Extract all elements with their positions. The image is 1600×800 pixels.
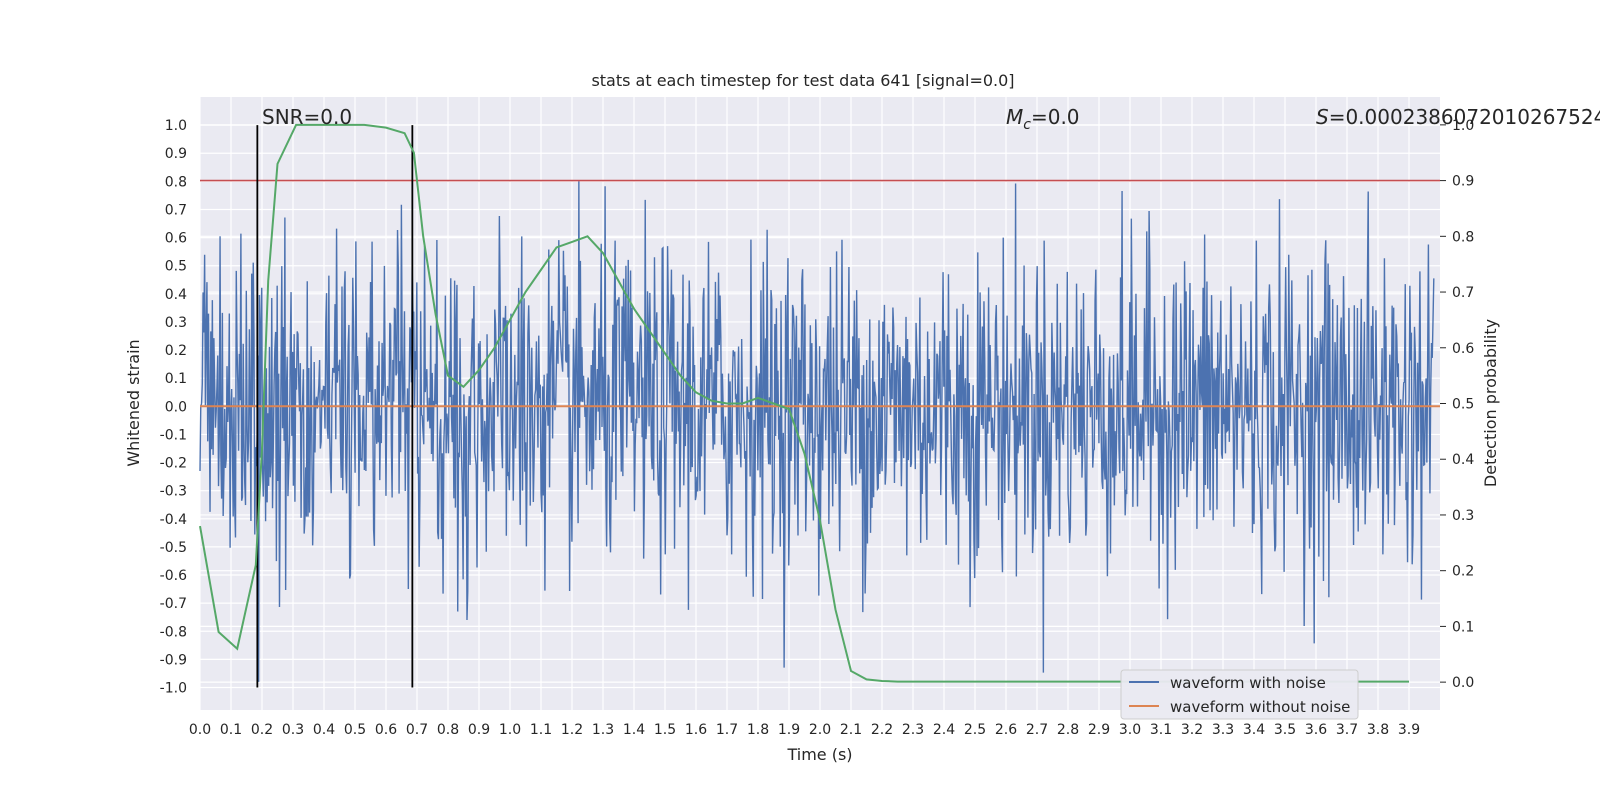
x-tick-label: 2.6 <box>995 722 1017 738</box>
legend-label-noise: waveform with noise <box>1170 674 1326 692</box>
y-tick-label: -0.6 <box>160 568 187 584</box>
x-tick-label: 0.1 <box>220 722 242 738</box>
x-tick-label: 1.3 <box>592 722 614 738</box>
x-tick-label: 1.8 <box>747 722 769 738</box>
y2-tick-label: 0.0 <box>1452 675 1474 691</box>
y2-tick-label: 0.7 <box>1452 285 1474 301</box>
y2-tick-label: 0.2 <box>1452 564 1474 580</box>
x-tick-label: 2.0 <box>809 722 831 738</box>
y2-tick-label: 0.8 <box>1452 229 1474 245</box>
chart-title: stats at each timestep for test data 641… <box>591 71 1014 90</box>
x-tick-label: 1.1 <box>530 722 552 738</box>
s-value: =0.00023860720102675247 <box>1329 105 1600 129</box>
y-tick-label: 0.8 <box>165 174 187 190</box>
x-tick-label: 3.1 <box>1150 722 1172 738</box>
s-annotation: S=0.00023860720102675247 <box>1316 105 1600 129</box>
y2-axis-label: Detection probability <box>1481 319 1500 487</box>
snr-annotation: SNR=0.0 <box>262 105 352 129</box>
x-tick-label: 0.5 <box>344 722 366 738</box>
x-tick-label: 1.9 <box>778 722 800 738</box>
x-tick-label: 3.3 <box>1212 722 1234 738</box>
chirp-mass-value: =0.0 <box>1031 105 1080 129</box>
y-tick-label: -0.1 <box>160 427 187 443</box>
y-tick-label: 0.6 <box>165 231 187 247</box>
y-tick-label: 0.2 <box>165 343 187 359</box>
y-tick-label: 0.9 <box>165 146 187 162</box>
y2-tick-label: 0.3 <box>1452 508 1474 524</box>
x-tick-label: 2.3 <box>902 722 924 738</box>
x-tick-label: 0.6 <box>375 722 397 738</box>
chirp-mass-subscript: c <box>1023 117 1031 133</box>
x-tick-label: 0.3 <box>282 722 304 738</box>
x-tick-label: 1.7 <box>716 722 738 738</box>
x-tick-label: 3.0 <box>1119 722 1141 738</box>
y-tick-label: -0.3 <box>160 484 187 500</box>
x-tick-label: 0.0 <box>189 722 211 738</box>
x-tick-label: 0.2 <box>251 722 273 738</box>
x-tick-label: 2.7 <box>1026 722 1048 738</box>
y-tick-label: -0.5 <box>160 540 187 556</box>
x-tick-label: 2.2 <box>871 722 893 738</box>
noise-waveform-series <box>199 181 1435 682</box>
x-tick-label: 1.6 <box>685 722 707 738</box>
y-tick-label: 0.4 <box>165 287 187 303</box>
x-tick-label: 3.5 <box>1274 722 1296 738</box>
y-tick-label: 0.5 <box>165 259 187 275</box>
y-tick-label: 0.3 <box>165 315 187 331</box>
noise-waveform-line <box>199 181 1435 682</box>
x-tick-label: 3.7 <box>1336 722 1358 738</box>
y-tick-label: -1.0 <box>160 681 187 697</box>
detection-probability-line <box>199 123 1409 683</box>
y-tick-label: 0.0 <box>165 399 187 415</box>
x-tick-label: 2.9 <box>1088 722 1110 738</box>
x-tick-label: 1.4 <box>623 722 645 738</box>
y-axis-ticks: 1.0 0.9 0.8 0.7 0.6 0.5 0.4 0.3 0.2 0.1 0.0 -0.1 -0.… <box>160 118 187 696</box>
x-tick-label: 0.7 <box>406 722 428 738</box>
overlay-lines <box>199 123 1440 688</box>
y2-tick-label: 0.4 <box>1452 452 1474 468</box>
x-axis-label: Time (s) <box>786 745 852 764</box>
x-tick-label: 1.0 <box>499 722 521 738</box>
y2-tick-label: 1.0 <box>1452 118 1474 134</box>
y-axis-label: Whitened strain <box>124 339 143 466</box>
y2-tick-label: 0.6 <box>1452 341 1474 357</box>
y-tick-label: -0.8 <box>160 624 187 640</box>
y-tick-label: 0.1 <box>165 371 187 387</box>
x-tick-label: 0.4 <box>313 722 335 738</box>
y-tick-label: 0.7 <box>165 202 187 218</box>
x-tick-label: 2.8 <box>1057 722 1079 738</box>
y-tick-label: -0.2 <box>160 456 187 472</box>
y2-tick-label: 0.9 <box>1452 174 1474 190</box>
x-tick-label: 2.5 <box>964 722 986 738</box>
x-tick-label: 3.8 <box>1367 722 1389 738</box>
y2-tick-label: 0.1 <box>1452 619 1474 635</box>
x-tick-label: 1.2 <box>561 722 583 738</box>
x-tick-label: 0.8 <box>437 722 459 738</box>
x-tick-label: 3.6 <box>1305 722 1327 738</box>
x-tick-label: 2.1 <box>840 722 862 738</box>
x-tick-label: 3.4 <box>1243 722 1265 738</box>
x-axis-ticks: 0.0 0.1 0.2 0.3 0.4 0.5 0.6 0.7 0.8 0.9 1.0 1.1 1.2 1… <box>189 722 1420 738</box>
x-tick-label: 2.4 <box>933 722 955 738</box>
y-tick-label: -0.4 <box>160 512 187 528</box>
legend-box <box>1120 669 1359 720</box>
chirp-mass-symbol: M <box>1006 105 1023 129</box>
legend: waveform with noise waveform without noi… <box>1120 669 1359 720</box>
y-tick-label: 1.0 <box>165 118 187 134</box>
y-tick-label: -0.7 <box>160 596 187 612</box>
chirp-mass-annotation: Mc=0.0 <box>1006 105 1080 133</box>
legend-label-clean: waveform without noise <box>1170 698 1350 716</box>
y2-axis-ticks: 1.0 0.9 0.8 0.7 0.6 0.5 0.4 0.3 0.2 0.1 0.0 <box>1440 118 1474 691</box>
x-tick-label: 1.5 <box>654 722 676 738</box>
x-tick-label: 3.2 <box>1181 722 1203 738</box>
s-symbol: S <box>1316 105 1329 129</box>
x-tick-label: 0.9 <box>468 722 490 738</box>
x-tick-label: 3.9 <box>1398 722 1420 738</box>
y2-tick-label: 0.5 <box>1452 397 1474 413</box>
y-tick-label: -0.9 <box>160 652 187 668</box>
